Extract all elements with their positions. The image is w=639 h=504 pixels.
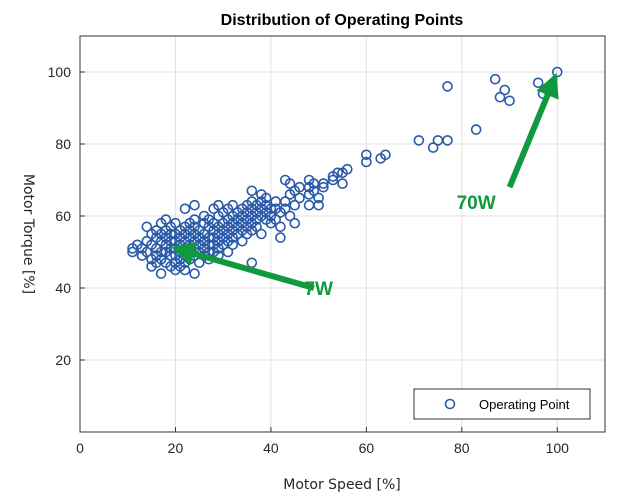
data-point	[203, 232, 215, 243]
x-tick-label: 20	[168, 440, 184, 456]
data-point	[165, 228, 176, 240]
data-point	[341, 163, 353, 175]
data-point	[275, 232, 286, 243]
data-point	[160, 214, 172, 225]
data-point	[256, 228, 267, 240]
plot-frame	[79, 35, 606, 433]
data-point	[284, 178, 296, 189]
data-point	[532, 77, 544, 89]
legend-marker	[444, 398, 456, 410]
data-point	[251, 221, 262, 233]
data-point	[189, 268, 200, 279]
data-point	[189, 214, 200, 225]
annotation-arrow	[506, 72, 559, 189]
annotation-label: 7W	[304, 279, 333, 300]
data-point	[127, 246, 138, 258]
x-tick-label: 80	[454, 440, 470, 456]
annotation-arrow	[170, 242, 315, 291]
y-tick-label: 20	[55, 352, 71, 368]
data-point	[155, 268, 167, 279]
x-tick-label: 40	[263, 440, 279, 456]
data-point	[294, 192, 305, 204]
data-point	[227, 239, 239, 251]
x-tick-label: 60	[359, 440, 375, 456]
data-point	[499, 84, 511, 96]
data-point	[189, 199, 200, 211]
y-axis-label: Motor Torque [%]	[20, 174, 36, 294]
chart-title: Distribution of Operating Points	[221, 12, 464, 29]
data-point	[327, 174, 339, 186]
data-point	[361, 156, 372, 168]
data-point	[289, 199, 301, 211]
data-point	[141, 221, 153, 233]
data-point	[380, 149, 391, 161]
x-axis-ticks: 0 20 40 60 80 100	[76, 427, 569, 456]
data-point	[313, 192, 324, 204]
grid-lines	[79, 36, 605, 432]
data-point	[361, 149, 372, 161]
data-point	[442, 135, 453, 146]
annotation-label: 70W	[457, 193, 496, 214]
y-tick-label: 40	[55, 280, 71, 296]
data-point	[179, 203, 191, 215]
data-point	[284, 210, 296, 222]
x-tick-label: 100	[546, 440, 570, 456]
y-tick-label: 80	[55, 136, 71, 152]
data-point	[489, 73, 501, 85]
data-points	[127, 66, 563, 279]
data-point	[427, 142, 439, 153]
data-point	[279, 196, 291, 207]
data-point	[213, 199, 224, 211]
y-tick-label: 100	[48, 64, 72, 80]
data-point	[494, 91, 506, 103]
data-point	[203, 239, 215, 251]
data-point	[155, 246, 167, 258]
data-point	[504, 95, 515, 107]
data-point	[470, 124, 482, 135]
x-tick-label: 0	[76, 440, 84, 456]
legend: Operating Point	[413, 388, 591, 420]
data-point	[303, 199, 315, 211]
data-point	[332, 167, 344, 179]
legend-box	[413, 388, 591, 420]
data-point	[260, 192, 272, 204]
data-point	[141, 246, 153, 258]
data-point	[246, 185, 258, 197]
data-point	[246, 257, 258, 269]
data-point	[318, 181, 329, 193]
data-point	[236, 235, 248, 247]
annotations: 7W 70W	[170, 72, 559, 300]
y-tick-label: 60	[55, 208, 71, 224]
data-point	[313, 199, 324, 211]
data-point	[270, 214, 281, 225]
data-point	[337, 178, 348, 189]
data-point	[265, 203, 277, 215]
data-point	[318, 178, 329, 189]
data-point	[179, 264, 191, 276]
data-point	[170, 217, 181, 229]
data-point	[279, 203, 291, 215]
data-point	[275, 221, 286, 233]
data-point	[442, 81, 453, 92]
data-point	[289, 217, 301, 229]
data-point	[308, 185, 320, 197]
legend-label: Operating Point	[479, 397, 570, 412]
data-point	[227, 199, 239, 211]
data-point	[222, 246, 234, 258]
y-axis-ticks: 20 40 60 80 100	[48, 64, 85, 368]
data-point	[165, 235, 176, 247]
data-point	[413, 135, 425, 146]
x-axis-label: Motor Speed [%]	[283, 477, 400, 493]
